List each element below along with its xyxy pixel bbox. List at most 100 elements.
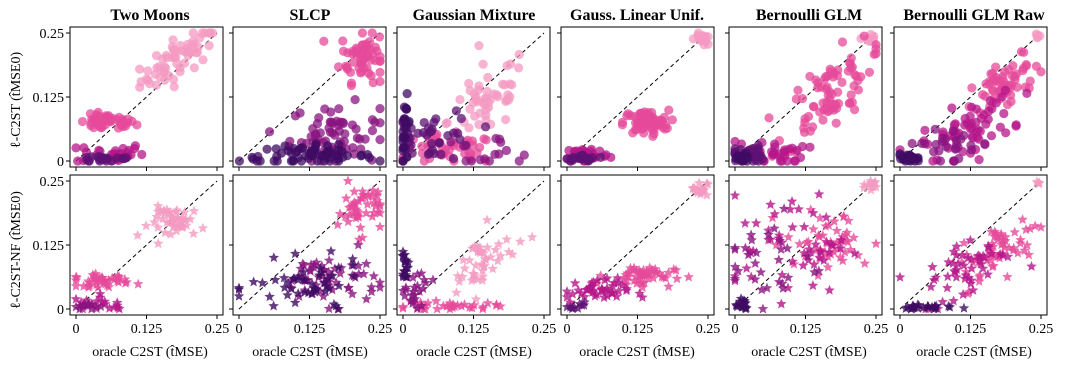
data-point — [492, 255, 504, 266]
data-point — [561, 301, 573, 312]
data-point — [372, 189, 383, 200]
data-point — [348, 259, 359, 270]
data-point — [348, 270, 360, 281]
data-point — [132, 120, 142, 130]
data-point — [347, 200, 359, 211]
data-point — [358, 268, 369, 279]
data-point — [311, 284, 322, 295]
data-point — [455, 94, 465, 105]
data-point — [419, 117, 429, 128]
data-point — [297, 143, 308, 153]
data-point — [1012, 247, 1024, 258]
data-point — [290, 111, 301, 121]
data-point — [480, 253, 491, 264]
data-point — [661, 120, 671, 130]
data-point — [318, 290, 329, 301]
data-point — [458, 254, 469, 265]
data-point — [459, 141, 469, 151]
data-point — [367, 185, 379, 195]
data-point — [729, 273, 741, 284]
data-point — [828, 72, 838, 82]
data-point — [818, 115, 828, 125]
data-point — [1035, 221, 1047, 232]
data-point — [470, 259, 482, 270]
data-point — [323, 303, 335, 314]
data-point — [493, 92, 503, 102]
data-point — [954, 154, 964, 164]
data-point — [132, 229, 143, 240]
data-point — [436, 149, 446, 159]
data-point — [751, 247, 762, 258]
data-point — [446, 137, 456, 147]
data-point — [477, 275, 488, 286]
data-point — [334, 208, 346, 219]
data-point — [910, 156, 920, 166]
data-point — [399, 102, 410, 112]
data-point — [306, 288, 317, 299]
data-point — [826, 238, 837, 249]
data-point — [819, 105, 829, 115]
data-point — [71, 143, 81, 153]
data-point — [70, 280, 82, 291]
data-point — [793, 203, 804, 214]
reference-diagonal — [734, 180, 877, 310]
data-point — [87, 269, 99, 280]
data-point — [188, 228, 199, 239]
data-point — [967, 83, 977, 93]
data-point — [286, 283, 297, 294]
panel-r0-c3 — [557, 26, 715, 171]
data-point — [650, 266, 661, 277]
data-point — [569, 277, 581, 288]
data-point — [328, 298, 340, 309]
data-point — [849, 104, 860, 115]
column-title: SLCP — [290, 7, 331, 24]
data-point — [481, 135, 491, 145]
data-point — [264, 127, 275, 137]
data-point — [491, 299, 502, 310]
data-point — [1022, 88, 1032, 98]
data-point — [77, 116, 88, 127]
data-point — [966, 263, 977, 273]
data-point — [102, 280, 113, 290]
data-point — [787, 221, 798, 232]
data-point — [829, 215, 840, 226]
data-point — [465, 104, 475, 114]
data-point — [430, 295, 442, 306]
data-point — [333, 62, 344, 72]
data-point — [895, 150, 905, 160]
data-point — [935, 156, 946, 166]
data-point — [638, 124, 648, 134]
x-tick-label: 0.125 — [458, 322, 490, 337]
data-point — [367, 28, 377, 38]
x-axis-label: oracle C2ST (t̂MSE) — [92, 345, 208, 360]
data-point — [357, 28, 368, 38]
data-point — [419, 303, 431, 314]
data-point — [784, 203, 796, 214]
data-point — [802, 251, 813, 262]
data-point — [370, 200, 381, 211]
x-tick-label: 0 — [236, 322, 243, 337]
data-point — [831, 118, 841, 128]
reference-diagonal — [238, 32, 381, 162]
data-point — [835, 252, 846, 262]
data-point — [827, 89, 837, 99]
data-point — [397, 302, 409, 313]
data-point — [859, 258, 871, 269]
data-point — [937, 133, 948, 143]
data-point — [153, 238, 164, 249]
data-point — [483, 102, 494, 113]
data-point — [966, 254, 977, 264]
data-point — [343, 282, 354, 293]
data-point — [820, 211, 832, 222]
data-point — [865, 184, 877, 195]
data-point — [853, 85, 864, 95]
data-point — [152, 222, 164, 232]
data-point — [849, 247, 860, 258]
data-point — [362, 63, 372, 73]
data-point — [920, 139, 930, 149]
data-point — [191, 48, 201, 58]
data-point — [359, 53, 369, 64]
data-point — [743, 249, 754, 260]
data-point — [864, 67, 875, 77]
data-point — [195, 33, 205, 43]
